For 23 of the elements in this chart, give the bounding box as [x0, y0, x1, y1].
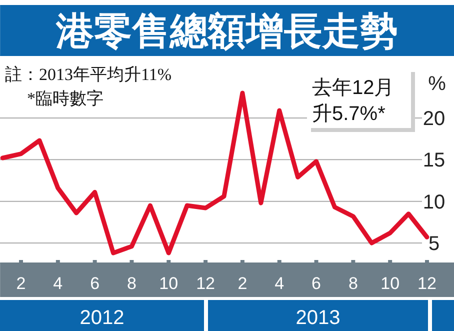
y-axis-title: % [428, 73, 446, 95]
x-tick-label: 6 [90, 274, 100, 293]
annotation: 註：2013年平均升11% [5, 65, 172, 84]
y-tick-label: 5 [428, 233, 440, 255]
y-tick-label: 10 [422, 191, 446, 214]
x-tick-label: 4 [274, 274, 284, 293]
x-tick-label: 8 [348, 274, 358, 293]
x-tick-label: 4 [53, 274, 63, 293]
y-tick-label: 15 [422, 150, 446, 172]
x-tick-label: 12 [418, 274, 436, 293]
x-tick-label: 2 [238, 274, 248, 293]
x-tick-label: 12 [196, 274, 216, 293]
y-tick-label: 20 [422, 108, 446, 130]
text: 2013 [296, 307, 340, 329]
x-tick-label: 2 [16, 274, 26, 293]
x-tick-label: 6 [312, 274, 322, 293]
chart-title: 港零售總額增長走勢 [55, 11, 398, 53]
text: 2012 [80, 307, 124, 329]
annotation: 去年12月升5.7%* [312, 77, 394, 125]
annotation: *臨時數字 [27, 89, 104, 108]
x-tick-label: 8 [126, 274, 136, 293]
x-tick-label: 10 [380, 274, 400, 293]
x-tick-label: 10 [159, 274, 178, 293]
